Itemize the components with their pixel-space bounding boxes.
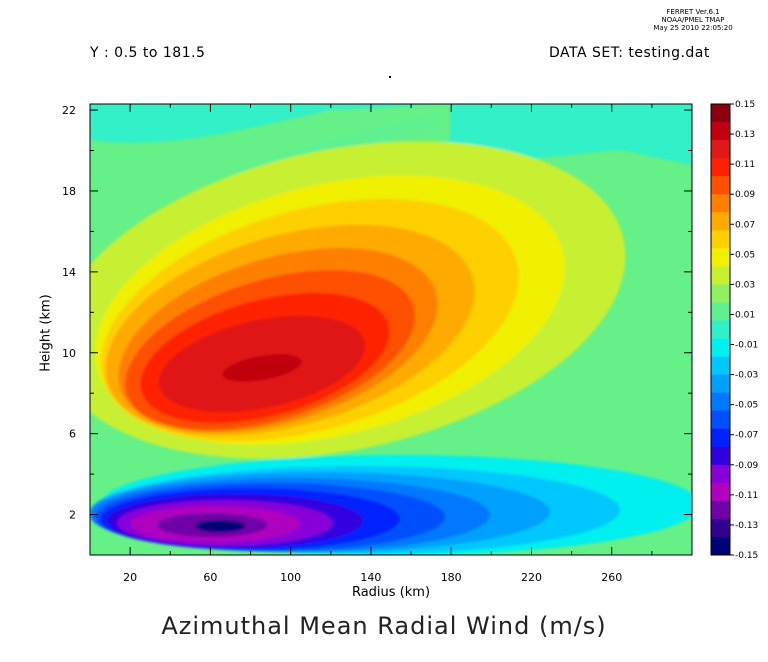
contour-band	[222, 354, 302, 382]
colorbar-swatch	[711, 230, 730, 249]
colorbar-label: 0.01	[735, 310, 755, 320]
y-range-label: Y : 0.5 to 181.5	[90, 45, 206, 61]
y-tick-label: 22	[62, 104, 76, 117]
colorbar-swatch	[711, 356, 730, 375]
colorbar-swatch	[711, 518, 730, 538]
colorbar-swatch	[711, 392, 730, 412]
colorbar-swatch	[711, 302, 730, 321]
colorbar-swatch	[711, 482, 730, 502]
x-tick-label: 20	[123, 571, 137, 584]
stamp-line: NOAA/PMEL TMAP	[661, 16, 725, 24]
colorbar-frame	[710, 103, 731, 556]
colorbar-swatch	[711, 338, 730, 357]
colorbar-label: 0.09	[735, 190, 755, 200]
colorbar-label: 0.13	[735, 130, 755, 140]
colorbar-swatch	[711, 176, 730, 195]
y-tick-label: 14	[62, 266, 76, 279]
contour-group	[90, 104, 692, 555]
colorbar-label: -0.05	[735, 401, 758, 411]
x-axis-label: Radius (km)	[351, 585, 431, 600]
x-tick-label: 260	[601, 571, 622, 584]
stamp-line: FERRET Ver.6.1	[666, 8, 720, 16]
colorbar-swatch	[711, 536, 730, 556]
colorbar-swatch	[711, 122, 730, 141]
dataset-label: DATA SET: testing.dat	[549, 45, 710, 61]
colorbar-label: -0.15	[735, 551, 758, 561]
dot-mark	[389, 76, 391, 78]
x-tick-label: 100	[280, 571, 301, 584]
colorbar-swatch	[711, 320, 730, 339]
x-tick-label: 60	[203, 571, 217, 584]
colorbar-label: -0.07	[735, 431, 758, 441]
colorbar-label: -0.11	[735, 491, 758, 501]
colorbar-label: 0.07	[735, 220, 755, 230]
stamp-line: May 25 2010 22:05:20	[653, 24, 733, 32]
colorbar-label: 0.11	[735, 160, 755, 170]
colorbar-swatch	[711, 410, 730, 430]
y-tick-label: 6	[69, 428, 76, 441]
colorbar-swatch	[711, 500, 730, 520]
contour-band	[195, 520, 245, 532]
x-tick-label: 180	[441, 571, 462, 584]
colorbar-swatch	[711, 464, 730, 484]
colorbar-swatch	[711, 104, 730, 123]
colorbar-label: -0.03	[735, 371, 758, 381]
plot-area	[90, 104, 692, 555]
colorbar-swatch	[711, 446, 730, 466]
colorbar-swatch	[711, 158, 730, 177]
colorbar-swatch	[711, 284, 730, 303]
x-tick-label: 140	[360, 571, 381, 584]
colorbar-swatch	[711, 140, 730, 159]
chart-title: Azimuthal Mean Radial Wind (m/s)	[161, 612, 607, 640]
colorbar-swatch	[711, 194, 730, 213]
contour-layer	[90, 104, 692, 555]
y-tick-label: 18	[62, 185, 76, 198]
colorbar-label: 0.03	[735, 280, 755, 290]
x-tick-label: 220	[521, 571, 542, 584]
colorbar-label: -0.09	[735, 461, 759, 471]
y-tick-label: 10	[62, 347, 76, 360]
colorbar-swatch	[711, 212, 730, 231]
colorbar-swatch	[711, 266, 730, 285]
axes: 20 60 100 140 180 220 260 2 6 10 14 18 22	[62, 104, 693, 584]
colorbar-label: -0.01	[735, 341, 758, 351]
colorbar-swatch	[711, 248, 730, 267]
colorbar-swatch	[711, 374, 730, 394]
colorbar-label: 0.05	[735, 250, 755, 260]
colorbar: 0.15 0.13 0.11 0.09 0.07 0.05 0.03 0.01 -0.01 -0.…	[710, 100, 759, 561]
colorbar-label: -0.13	[735, 521, 758, 531]
y-axis-label: Height (km)	[38, 294, 54, 372]
plot-frame	[89, 103, 693, 556]
y-tick-label: 2	[69, 509, 76, 522]
ferret-stamp: FERRET Ver.6.1 NOAA/PMEL TMAP May 25 201…	[628, 8, 758, 32]
colorbar-swatch	[711, 428, 730, 448]
colorbar-label: 0.15	[735, 100, 755, 110]
